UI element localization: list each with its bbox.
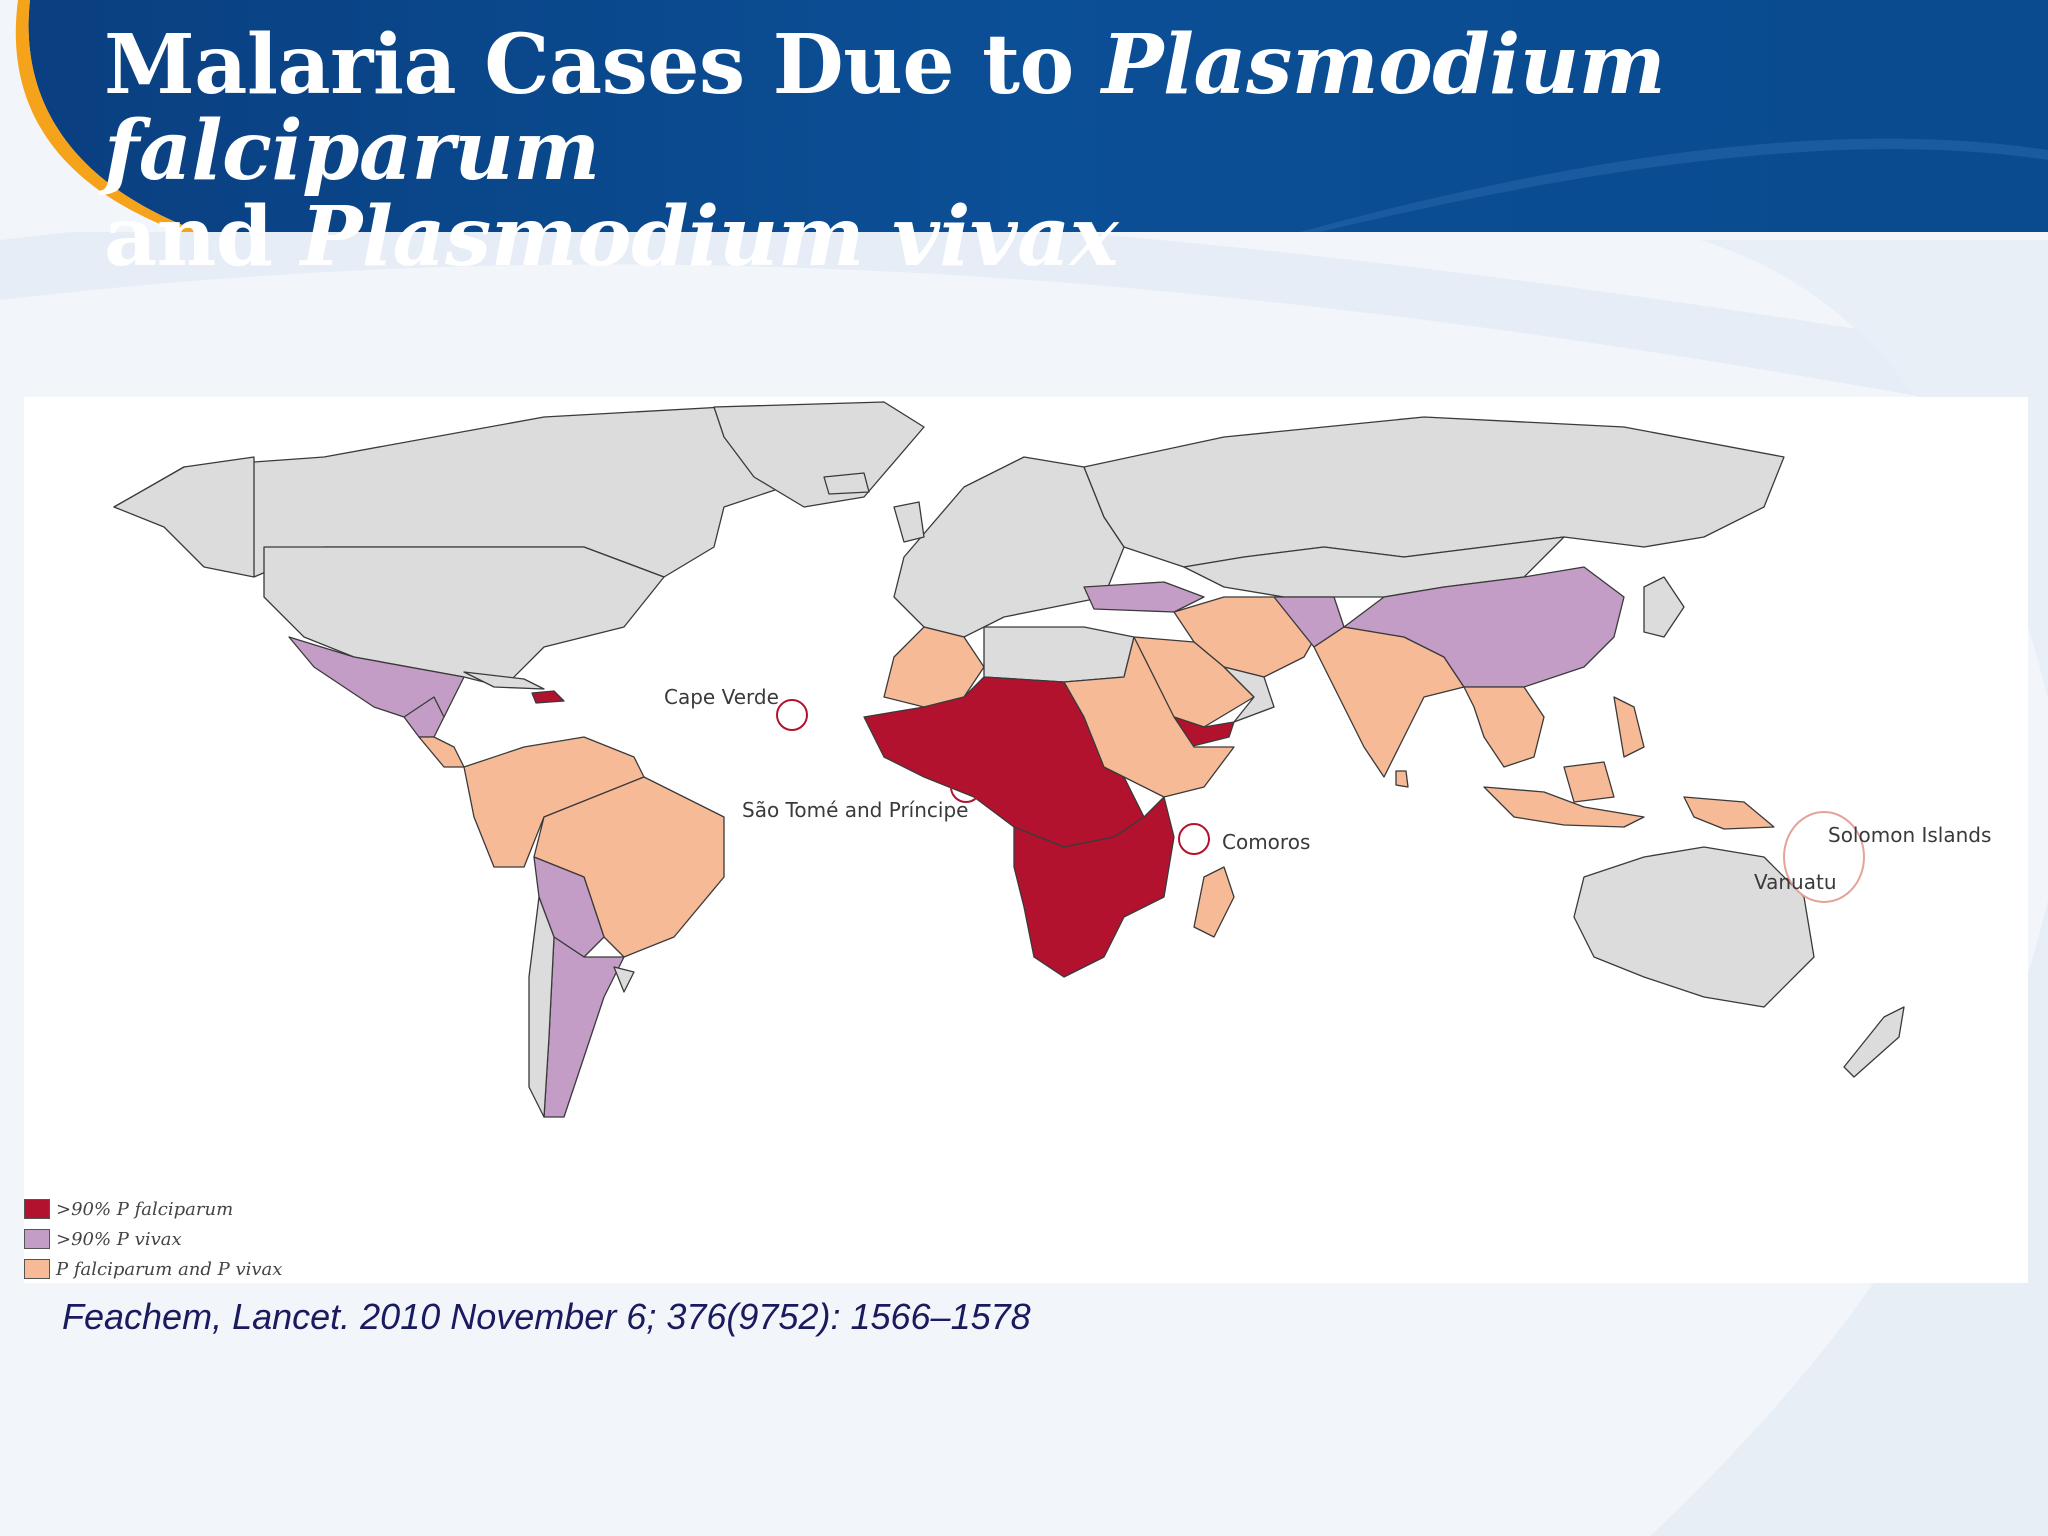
title-line2-plain: and — [104, 189, 301, 285]
legend-swatch-mixed — [24, 1259, 50, 1279]
world-malaria-map: Cape Verde São Tomé and Príncipe Comoros… — [24, 397, 2028, 1283]
solomon-islands-label: Solomon Islands — [1828, 823, 1991, 847]
haiti — [531, 690, 565, 704]
solomon-vanuatu-marker — [1783, 811, 1865, 903]
panama-nicaragua — [418, 736, 465, 768]
legend-item-mixed: P falciparum and P vivax — [24, 1254, 324, 1283]
japan-korea — [1643, 576, 1685, 638]
west-central-africa — [863, 676, 1145, 848]
libya-egypt — [983, 626, 1135, 683]
sudan-ethiopia — [1063, 636, 1235, 798]
sri-lanka — [1395, 770, 1409, 788]
australia — [1573, 846, 1815, 1008]
southeast-asia — [1463, 686, 1545, 768]
turkey — [1083, 581, 1205, 613]
greenland — [713, 401, 925, 508]
cape-verde-label: Cape Verde — [664, 685, 779, 709]
philippines — [1613, 696, 1645, 758]
russia — [1083, 416, 1785, 568]
legend-swatch-falciparum — [24, 1199, 50, 1219]
legend-label: >90% P vivax — [56, 1228, 182, 1250]
sao-tome-label: São Tomé and Príncipe — [742, 798, 968, 822]
papua-new-guinea — [1683, 796, 1775, 830]
uruguay — [613, 966, 635, 993]
legend-item-vivax: >90% P vivax — [24, 1224, 324, 1254]
title-line2-italic: Plasmodium vivax — [300, 189, 1119, 285]
sao-tome-marker — [950, 771, 982, 803]
indonesia — [1483, 786, 1645, 828]
comoros-label: Comoros — [1222, 830, 1310, 854]
gulf-states — [1223, 666, 1275, 723]
argentina — [543, 936, 625, 1118]
iceland — [823, 472, 870, 495]
map-legend: >90% P falciparum >90% P vivax P falcipa… — [24, 1194, 324, 1283]
citation: Feachem, Lancet. 2010 November 6; 376(97… — [62, 1296, 1031, 1337]
comoros-marker — [1178, 823, 1210, 855]
title-banner — [0, 0, 2048, 232]
title-line1-italic: Plasmodium falciparum — [104, 17, 1666, 199]
usa — [263, 546, 665, 688]
kazakhstan-mongolia — [1183, 536, 1565, 598]
borneo — [1563, 761, 1615, 803]
vanuatu-label: Vanuatu — [1754, 870, 1837, 894]
china — [1343, 566, 1625, 688]
madagascar — [1193, 866, 1235, 938]
legend-label: P falciparum and P vivax — [56, 1258, 283, 1280]
slide-title: Malaria Cases Due to Plasmodium falcipar… — [104, 22, 2048, 280]
chile — [528, 896, 555, 1118]
southern-africa — [1013, 796, 1175, 978]
cuba — [463, 671, 545, 690]
world-map-svg: Cape Verde São Tomé and Príncipe Comoros… — [113, 401, 1991, 1118]
legend-swatch-vivax — [24, 1229, 50, 1249]
legend-item-falciparum: >90% P falciparum — [24, 1194, 324, 1224]
new-zealand — [1843, 1006, 1905, 1078]
alaska — [113, 456, 255, 578]
legend-label: >90% P falciparum — [56, 1198, 234, 1220]
europe — [893, 456, 1125, 638]
title-line1-plain: Malaria Cases Due to — [104, 17, 1102, 113]
uk-ireland — [893, 501, 925, 543]
central-america — [403, 696, 445, 738]
cape-verde-marker — [776, 699, 808, 731]
